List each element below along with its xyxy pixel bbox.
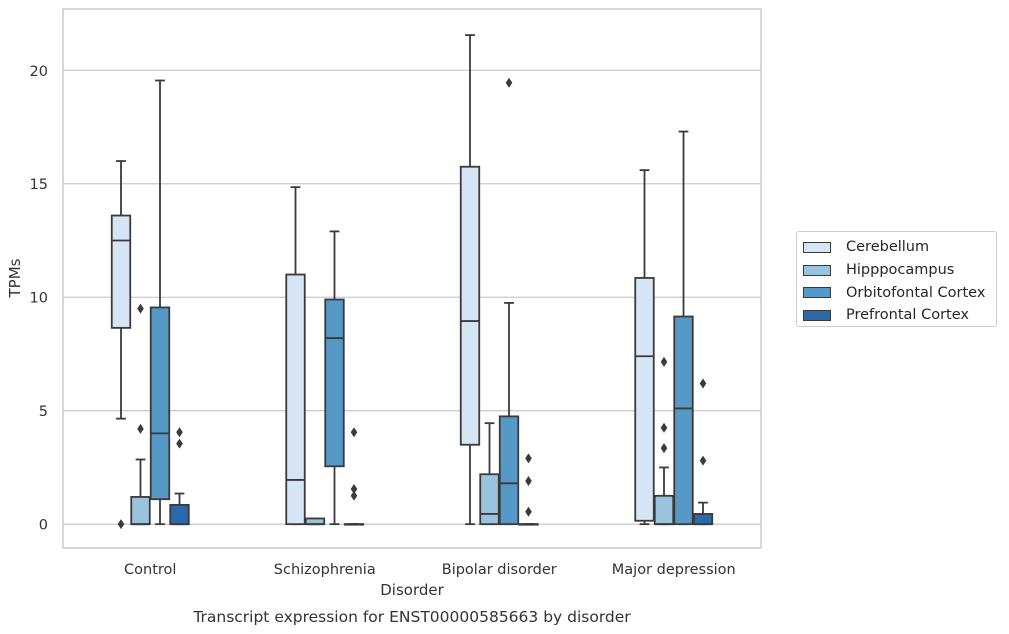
box-group xyxy=(653,356,675,526)
x-tick-label: Bipolar disorder xyxy=(442,562,557,578)
box-iqr xyxy=(692,513,714,526)
x-tick-label: Major depression xyxy=(612,562,736,578)
legend-swatch xyxy=(803,241,831,253)
outlier-point xyxy=(660,443,668,454)
outlier-point xyxy=(117,519,125,530)
outlier-point xyxy=(176,427,183,438)
box-group xyxy=(130,303,151,526)
legend-item: Cerebellum xyxy=(803,236,996,259)
outlier-point xyxy=(525,506,532,517)
legend-swatch xyxy=(803,287,831,299)
box-group xyxy=(169,427,190,526)
box-group xyxy=(304,517,326,526)
box-iqr xyxy=(110,214,132,329)
outlier-point xyxy=(699,455,707,466)
outlier-point xyxy=(660,422,668,433)
box-iqr xyxy=(634,277,655,522)
outlier-point xyxy=(699,378,707,389)
legend-item: Prefrontal Cortex xyxy=(803,304,996,327)
box-marks xyxy=(110,34,714,530)
legend-label: Hipppocampus xyxy=(846,262,955,279)
legend-label: Orbitofontal Cortex xyxy=(846,284,986,301)
legend-item: Orbitofontal Cortex xyxy=(803,281,996,304)
y-tick-label: 10 xyxy=(30,291,48,307)
box-group xyxy=(343,427,365,526)
x-axis-label: Disorder xyxy=(380,581,444,599)
y-tick-label: 5 xyxy=(39,404,48,420)
x-tick-label: Control xyxy=(124,562,176,578)
legend-item: Hipppocampus xyxy=(803,259,996,282)
outlier-point xyxy=(350,483,358,494)
box-group xyxy=(459,34,481,526)
x-tick-label: Schizophrenia xyxy=(274,562,376,578)
legend-swatch xyxy=(803,264,831,276)
box-iqr xyxy=(130,496,151,526)
y-tick-labels: 0 5 10 15 20 xyxy=(30,64,48,534)
y-tick-label: 15 xyxy=(30,177,48,193)
plot-frame xyxy=(62,8,762,549)
legend: Cerebellum Hipppocampus Orbitofontal Corte… xyxy=(796,231,997,327)
box-iqr xyxy=(479,473,500,526)
box-group xyxy=(518,453,539,526)
box-iqr xyxy=(149,306,171,501)
outlier-point xyxy=(660,356,668,367)
box-iqr xyxy=(459,165,481,446)
box-iqr xyxy=(169,503,190,526)
outlier-point xyxy=(350,490,358,501)
box-group xyxy=(498,77,520,526)
box-iqr xyxy=(285,273,306,526)
legend-swatch xyxy=(803,309,831,321)
outlier-point xyxy=(350,427,358,438)
box-group xyxy=(634,169,655,526)
outlier-point xyxy=(176,438,183,449)
y-axis-label: TPMs xyxy=(6,258,24,298)
box-iqr xyxy=(324,298,345,468)
y-tick-label: 20 xyxy=(30,64,48,80)
outlier-point xyxy=(137,303,144,314)
outlier-point xyxy=(525,476,532,487)
y-tick-label: 0 xyxy=(39,518,48,534)
box-group xyxy=(673,130,694,526)
outlier-point xyxy=(505,77,513,88)
legend-label: Cerebellum xyxy=(846,239,930,256)
box-iqr xyxy=(498,415,520,526)
box-iqr xyxy=(673,315,694,526)
outlier-point xyxy=(525,453,532,464)
box-group xyxy=(692,378,714,526)
box-group xyxy=(110,160,132,530)
chart-caption: Transcript expression for ENST0000058566… xyxy=(192,608,631,626)
box-group xyxy=(149,79,171,526)
box-group xyxy=(324,230,345,526)
x-tick-labels: Control Schizophrenia Bipolar disorder Majo… xyxy=(124,562,736,578)
legend-label: Prefrontal Cortex xyxy=(846,307,969,324)
box-group xyxy=(285,186,306,526)
box-iqr xyxy=(653,494,675,526)
box-group xyxy=(479,422,500,526)
outlier-point xyxy=(137,423,144,434)
